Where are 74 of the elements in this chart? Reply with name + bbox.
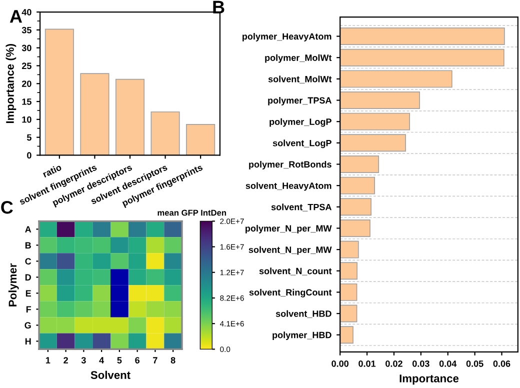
- x-tick-label: 0.04: [439, 360, 457, 367]
- x-tick-label: 8: [170, 357, 176, 364]
- y-tick-label: solvent_HBD: [276, 310, 332, 318]
- y-tick-label: 40: [22, 8, 32, 16]
- x-tick-label: 0.01: [358, 360, 376, 367]
- bar: [44, 28, 74, 156]
- y-axis-title: Importance (%): [6, 44, 16, 123]
- y-tick-label: G: [24, 322, 31, 329]
- y-tick-label: 25: [22, 62, 32, 70]
- y-tick-label: solvent_RingCount: [249, 288, 332, 298]
- bar: [340, 198, 372, 216]
- y-tick-label: 20: [22, 80, 32, 87]
- bar: [115, 78, 145, 156]
- bar: [340, 134, 406, 152]
- y-tick-label: polymer_MolWt: [265, 54, 332, 63]
- y-tick-label: polymer_N_per_MW: [246, 224, 332, 234]
- y-tick-label: 30: [22, 44, 32, 52]
- y-tick-label: solvent_LogP: [272, 140, 332, 148]
- y-tick-label: 5: [26, 134, 32, 141]
- y-tick-label: 35: [22, 26, 32, 34]
- bar: [80, 73, 110, 156]
- y-tick-label: solvent_N_per_MW: [248, 246, 332, 255]
- y-tick-label: solvent_MolWt: [268, 76, 332, 84]
- y-tick-label: D: [25, 274, 31, 280]
- bar: [340, 283, 358, 301]
- y-tick-label: B: [25, 242, 31, 248]
- x-tick-label: 0.02: [386, 360, 402, 367]
- x-axis-title: Importance: [400, 374, 459, 385]
- y-axis-title: Polymer: [8, 263, 19, 306]
- x-tick-label: 0.03: [412, 360, 430, 367]
- bar: [340, 92, 420, 109]
- x-tick-label: 6: [135, 357, 140, 364]
- bar: [340, 262, 358, 280]
- x-tick-label: 0.06: [493, 360, 510, 367]
- bar: [340, 219, 370, 237]
- y-tick-label: polymer_RotBonds: [249, 160, 332, 170]
- bar: [150, 111, 180, 156]
- y-tick-label: solvent_N_count: [259, 268, 332, 276]
- y-tick-label: polymer_HeavyAtom: [242, 32, 332, 42]
- y-tick-label: A: [25, 226, 32, 232]
- y-tick-label: 0: [27, 152, 32, 159]
- x-tick-label: 0.00: [332, 360, 348, 367]
- x-tick-label: 1: [46, 357, 50, 364]
- text: A: [10, 10, 22, 23]
- y-tick-label: polymer_LogP: [270, 118, 332, 127]
- bar: [340, 326, 354, 344]
- x-tick-label: 0.05: [466, 360, 484, 367]
- y-tick-label: solvent_TPSA: [271, 204, 332, 212]
- y-tick-label: H: [25, 338, 31, 344]
- bar: [340, 70, 452, 88]
- x-tick-label: 5: [117, 357, 122, 364]
- y-tick-label: F: [26, 306, 32, 312]
- y-tick-label: C: [25, 258, 32, 265]
- color-bar-title: mean GFP IntDen: [158, 210, 226, 216]
- bar: [340, 28, 505, 46]
- y-tick-label: polymer_HBD: [272, 332, 332, 340]
- y-tick-label: polymer_TPSA: [268, 96, 332, 106]
- bar: [340, 112, 410, 130]
- x-tick-label: 7: [153, 357, 158, 364]
- x-axis-title: Solvent: [90, 370, 130, 379]
- x-tick-label: 2: [64, 357, 68, 364]
- y-tick-label: solvent_HeavyAtom: [246, 182, 332, 191]
- y-tick-label: 15: [22, 98, 32, 105]
- bar: [340, 176, 375, 194]
- y-tick-label: E: [26, 290, 32, 296]
- x-tick-label: 4: [99, 357, 104, 364]
- bar: [340, 48, 504, 66]
- text: C: [1, 200, 13, 214]
- bar: [340, 155, 380, 173]
- bar: [340, 240, 359, 258]
- bar: [186, 124, 216, 156]
- y-tick-label: 10: [22, 116, 32, 123]
- bar: [340, 304, 358, 322]
- x-tick-label: 3: [81, 357, 86, 364]
